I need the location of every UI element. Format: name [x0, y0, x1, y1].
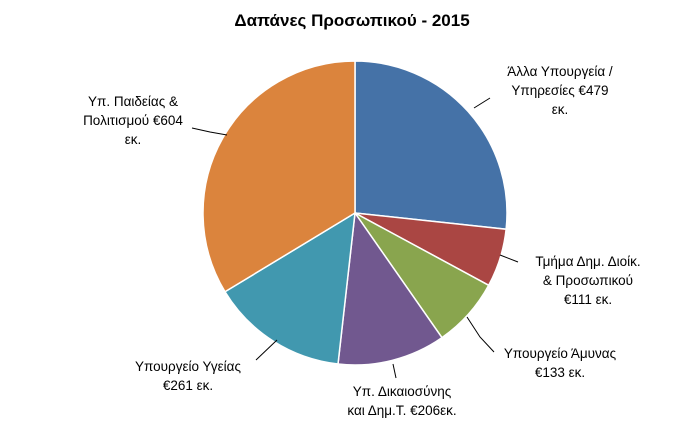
leader-line: [473, 97, 491, 109]
data-label-line: €133 εκ.: [535, 365, 585, 380]
pie-slice: [223, 211, 356, 365]
pie-slices: [202, 60, 508, 366]
data-label: Υπουργείο Άμυνας €133 εκ.: [504, 346, 617, 380]
chart-title: Δαπάνες Προσωπικού - 2015: [234, 11, 469, 30]
data-label-line: €261 εκ.: [163, 378, 213, 393]
data-label: Υπουργείο Υγείας €261 εκ.: [135, 359, 241, 393]
data-labels: Άλλα Υπουργεία / Υπηρεσίες €479 εκ. Τμήμα Δ…: [83, 64, 641, 418]
leader-line: [499, 254, 519, 263]
leader-line: [466, 316, 495, 353]
leader-line: [255, 339, 278, 361]
data-label: Άλλα Υπουργεία / Υπηρεσίες €479 εκ.: [507, 64, 613, 117]
data-label-line: & Προσωπικού: [543, 273, 633, 288]
data-label-line: Υπ. Δικαιοσύνης: [353, 384, 452, 399]
data-label: Τμήμα Δημ. Διοίκ. & Προσωπικού €111 εκ.: [535, 254, 640, 307]
data-label: Υπ. Παιδείας & Πολιτισμού €604 εκ.: [83, 94, 183, 147]
leader-lines: [191, 97, 519, 379]
data-label-line: €111 εκ.: [564, 292, 612, 307]
data-label-line: εκ.: [552, 102, 569, 117]
data-label-line: Υπουργείο Άμυνας: [504, 346, 617, 361]
pie-slice: [202, 60, 356, 293]
data-label: Υπ. Δικαιοσύνης και Δημ.Τ. €206εκ.: [347, 384, 456, 418]
data-label-line: Άλλα Υπουργεία /: [507, 64, 613, 79]
data-label-line: εκ.: [125, 132, 142, 147]
leader-line: [191, 127, 228, 136]
data-label-line: Υπουργείο Υγείας: [135, 359, 241, 374]
data-label-line: Υπηρεσίες €479: [511, 83, 608, 98]
data-label-line: και Δημ.Τ. €206εκ.: [347, 403, 456, 418]
pie-slice: [337, 210, 444, 366]
data-label-line: Πολιτισμού €604: [83, 113, 183, 128]
data-label-line: Τμήμα Δημ. Διοίκ.: [535, 254, 640, 269]
data-label-line: Υπ. Παιδείας &: [88, 94, 178, 109]
leader-line: [392, 363, 397, 379]
pie-slice: [354, 60, 508, 231]
